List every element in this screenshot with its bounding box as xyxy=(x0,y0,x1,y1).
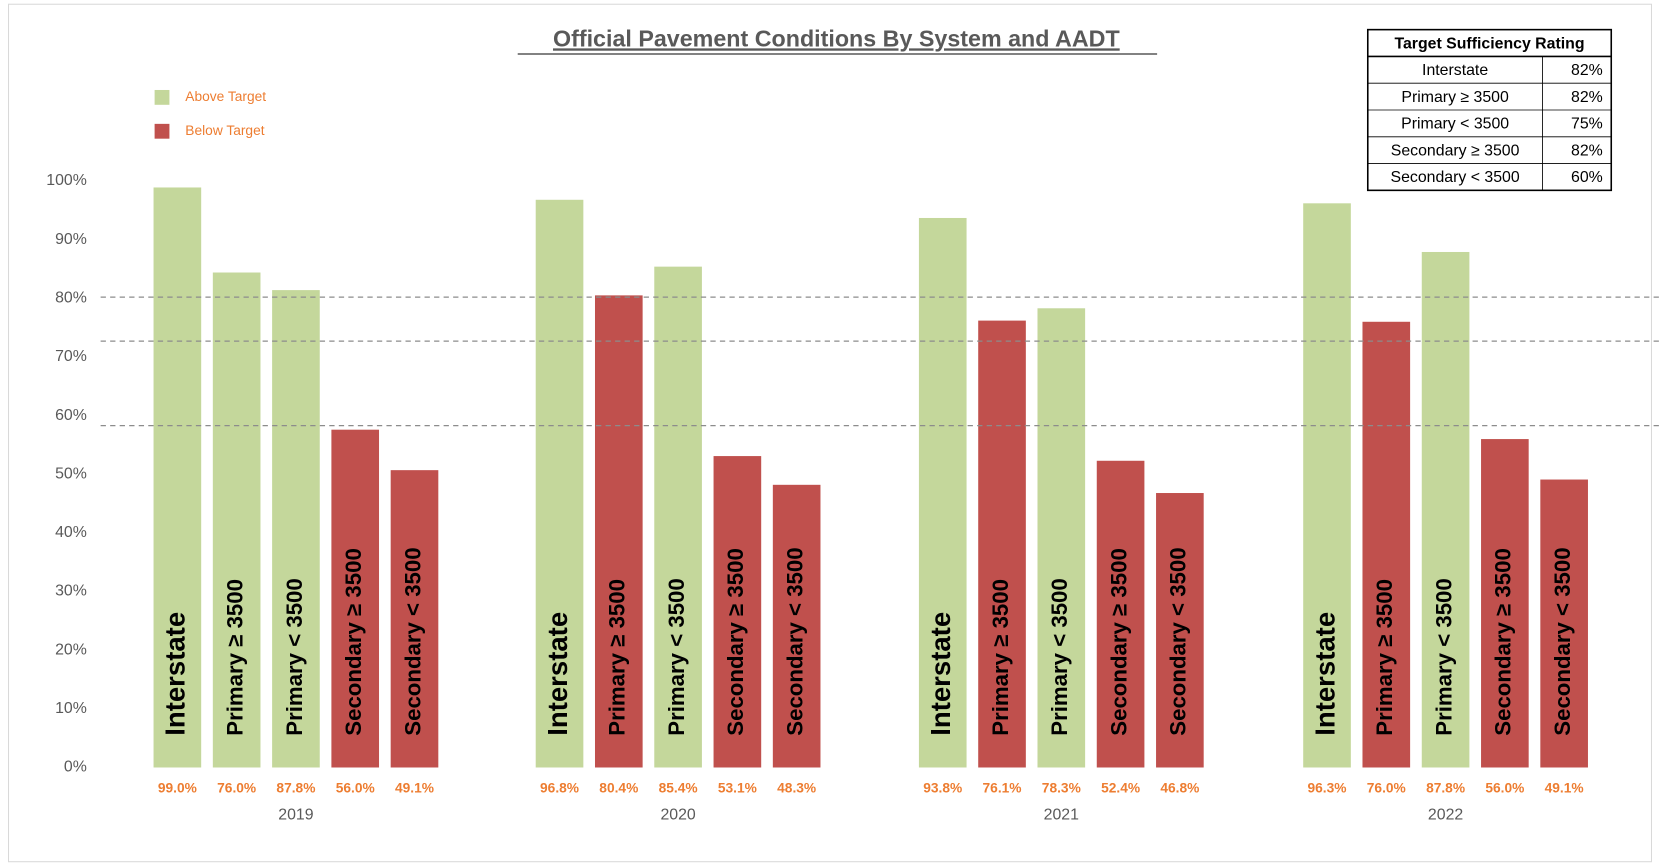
x-group-label: 2019 xyxy=(278,806,313,823)
y-tick-label: 100% xyxy=(46,172,87,189)
bar-category-label: Interstate xyxy=(1309,612,1340,736)
y-tick-label: 60% xyxy=(55,407,87,424)
bar xyxy=(212,272,261,768)
bar-category-label: Primary < 3500 xyxy=(1431,578,1456,736)
bar-data-label: 87.8% xyxy=(276,780,315,795)
bar-data-label: 76.1% xyxy=(983,780,1022,795)
bar-category-label: Primary < 3500 xyxy=(664,578,689,736)
y-tick-label: 30% xyxy=(55,583,87,600)
bar-data-label: 96.3% xyxy=(1308,780,1347,795)
bar-data-label: 85.4% xyxy=(659,780,698,795)
y-tick-label: 40% xyxy=(55,524,87,541)
bar-data-label: 80.4% xyxy=(599,780,638,795)
y-tick-label: 80% xyxy=(55,290,87,307)
bar-category-label: Primary ≥ 3500 xyxy=(988,579,1013,736)
bar xyxy=(1540,479,1588,768)
bar xyxy=(1096,460,1145,768)
bar xyxy=(1156,493,1204,768)
bar-data-label: 46.8% xyxy=(1160,780,1199,795)
bar xyxy=(331,429,380,768)
bar xyxy=(713,456,762,768)
table-cell: 82% xyxy=(1571,142,1603,159)
y-tick-label: 0% xyxy=(64,759,87,776)
chart-title: Official Pavement Conditions By System a… xyxy=(553,25,1120,51)
bar-category-label: Interstate xyxy=(542,612,573,736)
bar-category-label: Primary < 3500 xyxy=(1047,578,1072,736)
bar-category-label: Secondary < 3500 xyxy=(783,547,808,735)
bar-data-label: 49.1% xyxy=(395,780,434,795)
bar-category-label: Primary ≥ 3500 xyxy=(605,579,630,736)
bar-data-label: 93.8% xyxy=(923,780,962,795)
bar-category-label: Secondary < 3500 xyxy=(1550,547,1575,735)
table-title: Target Sufficiency Rating xyxy=(1394,35,1584,52)
bar-category-label: Secondary < 3500 xyxy=(1166,547,1191,735)
bar-data-label: 56.0% xyxy=(336,780,375,795)
bar-category-label: Interstate xyxy=(925,612,956,736)
bar-data-label: 56.0% xyxy=(1485,780,1524,795)
bar xyxy=(1362,321,1411,768)
bar-category-label: Primary ≥ 3500 xyxy=(1372,579,1397,736)
table-cell: Secondary ≥ 3500 xyxy=(1391,142,1520,159)
bar xyxy=(390,470,439,768)
bar xyxy=(918,217,967,768)
bar-data-label: 78.3% xyxy=(1042,780,1081,795)
legend-label: Below Target xyxy=(185,123,264,138)
bar xyxy=(272,290,320,768)
bar-category-label: Primary < 3500 xyxy=(282,578,307,736)
table-cell: 82% xyxy=(1571,89,1603,106)
x-group-label: 2020 xyxy=(660,806,695,823)
table-cell: 82% xyxy=(1571,62,1603,79)
table-cell: Secondary < 3500 xyxy=(1391,169,1520,186)
table-cell: Interstate xyxy=(1422,62,1488,79)
table-cell: Primary < 3500 xyxy=(1401,116,1509,133)
bar-category-label: Secondary ≥ 3500 xyxy=(1491,548,1516,736)
bar xyxy=(535,199,584,768)
bar-category-label: Primary ≥ 3500 xyxy=(223,579,248,736)
legend-swatch xyxy=(154,89,170,105)
y-tick-label: 90% xyxy=(55,231,87,248)
y-tick-label: 70% xyxy=(55,348,87,365)
bar-data-label: 87.8% xyxy=(1426,780,1465,795)
bar xyxy=(1037,308,1086,768)
bar-data-label: 76.0% xyxy=(1367,780,1406,795)
table-cell: Primary ≥ 3500 xyxy=(1401,89,1509,106)
bar-category-label: Secondary ≥ 3500 xyxy=(341,548,366,736)
bar-category-label: Secondary ≥ 3500 xyxy=(1106,548,1131,736)
bar xyxy=(1421,251,1470,768)
y-tick-label: 20% xyxy=(55,641,87,658)
table-cell: 75% xyxy=(1571,116,1603,133)
bar-category-label: Secondary ≥ 3500 xyxy=(723,548,748,736)
bar xyxy=(978,320,1026,768)
y-tick-label: 10% xyxy=(55,700,87,717)
x-group-label: 2022 xyxy=(1428,806,1463,823)
bar-data-label: 52.4% xyxy=(1101,780,1140,795)
x-group-label: 2021 xyxy=(1044,806,1079,823)
bar-category-label: Interstate xyxy=(160,612,191,736)
bar-data-label: 53.1% xyxy=(718,780,757,795)
bar-data-label: 99.0% xyxy=(158,780,197,795)
bar xyxy=(772,484,821,768)
legend-swatch xyxy=(154,123,170,139)
bar xyxy=(153,187,202,768)
bar-data-label: 48.3% xyxy=(777,780,816,795)
bar xyxy=(594,295,643,768)
bar-category-label: Secondary < 3500 xyxy=(400,547,425,735)
legend-label: Above Target xyxy=(185,89,266,104)
bar xyxy=(654,266,702,768)
table-cell: 60% xyxy=(1571,169,1603,186)
bar-data-label: 76.0% xyxy=(217,780,256,795)
bar-data-label: 49.1% xyxy=(1545,780,1584,795)
bar xyxy=(1481,439,1529,768)
y-tick-label: 50% xyxy=(55,465,87,482)
bar-data-label: 96.8% xyxy=(540,780,579,795)
